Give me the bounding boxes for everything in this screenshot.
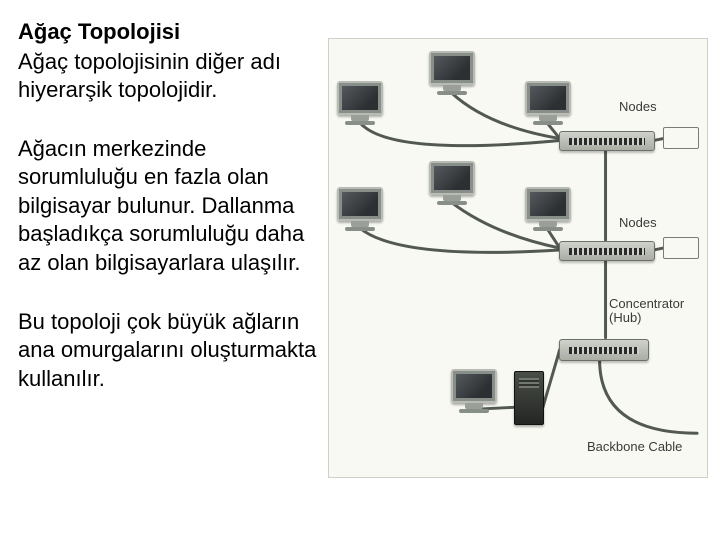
hub xyxy=(559,241,655,261)
monitor-node xyxy=(429,51,475,95)
diagram-column: Nodes Nodes Concentrator (Hub) Backbone … xyxy=(328,18,710,522)
label-nodes-2: Nodes xyxy=(619,215,657,230)
server-tower xyxy=(514,371,544,425)
paragraph-1: Ağaç topolojisinin diğer adı hiyerarşik … xyxy=(18,48,318,105)
label-backbone: Backbone Cable xyxy=(587,439,682,454)
cable xyxy=(543,350,560,408)
tree-topology-diagram: Nodes Nodes Concentrator (Hub) Backbone … xyxy=(328,38,708,478)
small-device xyxy=(663,127,699,149)
cable xyxy=(360,123,560,146)
paragraph-3: Bu topoloji çok büyük ağların ana omurga… xyxy=(18,308,318,394)
monitor-node xyxy=(451,369,497,413)
label-concentrator: Concentrator (Hub) xyxy=(609,297,707,326)
cable xyxy=(600,360,697,434)
page-title: Ağaç Topolojisi xyxy=(18,18,318,46)
monitor-node xyxy=(525,81,571,125)
paragraph-2: Ağacın merkezinde sorumluluğu en fazla o… xyxy=(18,135,318,278)
hub xyxy=(559,339,649,361)
label-nodes-1: Nodes xyxy=(619,99,657,114)
monitor-node xyxy=(429,161,475,205)
monitor-node xyxy=(337,187,383,231)
small-device xyxy=(663,237,699,259)
text-column: Ağaç Topolojisi Ağaç topolojisinin diğer… xyxy=(18,18,328,522)
monitor-node xyxy=(337,81,383,125)
monitor-node xyxy=(525,187,571,231)
hub xyxy=(559,131,655,151)
